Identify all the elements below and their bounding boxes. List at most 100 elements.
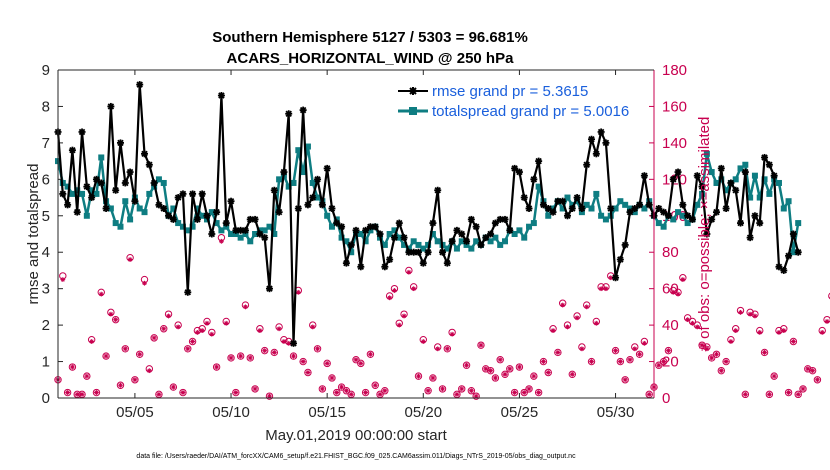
rmse-point [131,197,139,205]
obs-possible-point [616,357,625,366]
rmse-point [107,102,115,110]
obs-assimilated-point [444,346,450,352]
obs-assimilated-point [372,382,378,388]
spread-point [338,234,345,241]
rmse-point [737,219,745,227]
rmse-point [179,190,187,198]
obs-assimilated-point [670,289,676,295]
obs-assimilated-point [204,320,210,326]
obs-assimilated-point [742,391,748,397]
obs-assimilated-point [497,357,503,363]
obs-assimilated-point [738,309,743,315]
rmse-point [501,215,509,223]
rmse-point [290,339,298,347]
rmse-point [193,215,201,223]
obs-assimilated-point [810,368,816,374]
obs-possible-point [260,346,269,355]
obs-possible-point [544,368,552,377]
spread-point [189,223,196,230]
legend-spread-marker [409,107,417,115]
obs-assimilated-point [473,393,479,399]
obs-assimilated-point [690,320,695,326]
spread-point [420,245,427,252]
obs-possible-point [712,350,721,358]
rmse-point [265,285,273,293]
obs-assimilated-point [512,390,518,395]
rmse-point [112,186,120,194]
spread-point [160,179,167,186]
obs-assimilated-point [440,386,445,392]
left-tick-label: 7 [42,135,50,152]
spread-point [670,216,677,223]
spread-point [756,194,763,201]
spread-point [136,205,143,212]
spread-point [117,223,124,230]
obs-possible-point [621,376,629,384]
obs-possible-point [477,341,485,349]
chart-subtitle: ACARS_HORIZONTAL_WIND @ 250 hPa [227,50,515,67]
rmse-point [160,204,168,212]
rmse-point [121,179,129,187]
obs-possible-point [270,348,278,357]
obs-assimilated-point [65,390,71,395]
spread-point [718,176,725,183]
spread-point [502,238,508,245]
rmse-point [294,204,302,212]
obs-possible-point [760,348,769,357]
spread-point [526,223,533,230]
obs-assimilated-point [430,375,436,381]
obs-assimilated-point [632,346,638,352]
rmse-point [616,256,624,264]
obs-possible-point [828,292,830,300]
obs-assimilated-point [339,384,344,390]
rmse-point [612,274,620,282]
left-tick-label: 3 [42,281,50,298]
spread-point [545,212,552,219]
spread-point [300,169,307,176]
rmse-point [419,259,427,267]
obs-assimilated-point [170,384,176,390]
obs-possible-point [318,385,327,393]
obs-possible-point [496,356,504,364]
obs-assimilated-point [819,330,825,335]
obs-assimilated-point [348,391,354,397]
obs-assimilated-point [752,313,758,319]
rmse-point [520,194,528,202]
obs-possible-point [515,363,524,371]
obs-assimilated-point [565,324,570,330]
spread-point [304,143,311,150]
spread-point [367,227,374,234]
rmse-point [448,237,456,245]
spread-point [127,216,134,223]
obs-possible-point [212,363,221,371]
obs-possible-point [722,357,730,366]
rmse-point [688,215,696,223]
obs-assimilated-point [267,393,272,399]
obs-possible-point [520,388,528,397]
rmse-point [563,212,571,220]
rmse-point [97,179,105,187]
spread-point [521,234,528,241]
spread-point [598,212,605,219]
rmse-point [722,204,730,212]
x-tick-label: 05/25 [501,404,539,421]
obs-assimilated-point [459,386,465,392]
obs-possible-point [179,388,187,397]
obs-possible-point [587,357,596,366]
left-tick-label: 0 [42,390,50,407]
obs-possible-point [525,385,533,393]
spread-point [328,223,335,230]
rmse-point [621,241,629,249]
rmse-point [141,150,149,158]
obs-possible-point [698,341,706,349]
spread-point [112,220,119,227]
spread-point [492,234,499,241]
obs-possible-point [121,345,129,353]
spread-point [569,201,576,208]
obs-assimilated-point [555,350,561,355]
left-tick-label: 5 [42,208,50,225]
obs-assimilated-point [762,350,767,355]
obs-assimilated-point [319,386,325,392]
rmse-point [395,219,403,227]
rmse-point [126,168,134,176]
